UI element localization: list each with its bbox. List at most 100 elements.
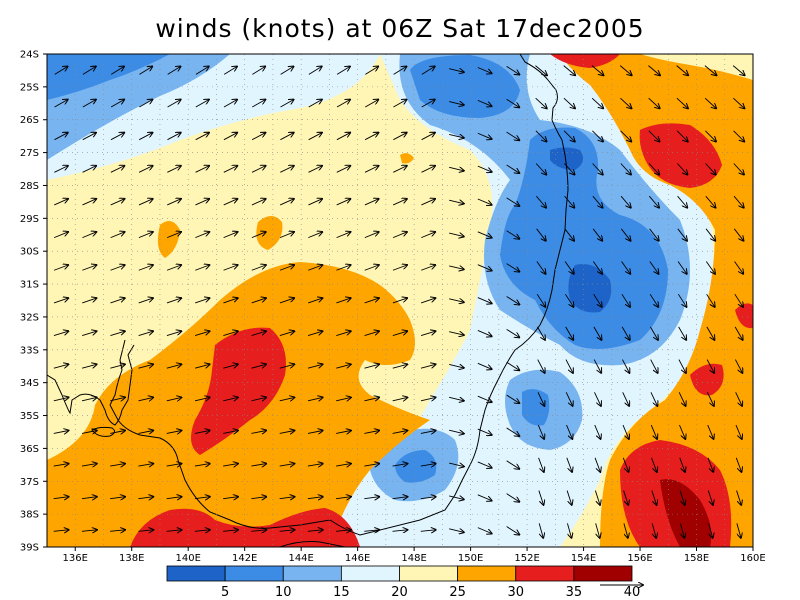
wind-vector [364,199,379,206]
wind-vector [53,497,69,499]
wind-vector [54,199,68,206]
wind-vector [364,133,378,141]
wind-vector [54,166,67,173]
wind-vector [677,195,688,207]
wind-vector [138,497,153,499]
colorbar: 5 10 15 20 25 30 35 40 [166,565,643,600]
wind-vector [706,293,715,307]
wind-vector [251,331,266,336]
lon-tick-label: 142E [232,553,257,564]
wind-vector [251,464,266,466]
wind-vector [308,232,322,239]
wind-vector [707,424,714,439]
wind-vector [392,364,407,369]
wind-vector [421,199,435,206]
wind-vector [708,523,713,537]
wind-vector [537,424,544,439]
wind-vector [449,167,464,170]
lat-tick-label: 29S [20,214,39,225]
wind-vector [651,523,656,537]
wind-vector [506,230,520,239]
wind-vector [167,100,181,108]
wind-vector [449,69,464,72]
lat-tick-label: 30S [20,247,39,258]
wind-vector [736,523,741,537]
wind-vector [110,464,125,466]
wind-vector [336,331,350,336]
wind-vector [734,326,743,340]
wind-vector [336,133,350,141]
wind-vector [194,431,210,434]
wind-vector [621,261,631,274]
wind-vector [449,233,464,236]
wind-vector [393,100,406,108]
wind-vector [707,457,713,472]
wind-vector [705,228,715,241]
wind-vector [251,265,266,271]
wind-vector [252,67,265,75]
wind-vector [308,265,322,271]
wind-vector [280,166,293,173]
wind-vector [565,326,574,340]
wind-vector [733,163,744,175]
wind-vector [280,100,294,108]
wind-vector [565,293,573,307]
wind-vector [307,497,323,499]
wind-vector [592,261,602,274]
lat-tick-label: 31S [20,280,39,291]
coastline-southeast [109,404,421,536]
wind-vector [82,331,96,336]
wind-vector [81,497,97,499]
wind-vector [506,427,520,436]
wind-vector [622,424,629,439]
wind-vector [651,490,657,505]
wind-vector [649,228,659,241]
wind-vector [734,293,743,307]
wind-vector [537,326,545,340]
wind-vector [735,424,742,439]
wind-vector [566,424,573,439]
coastline-east-australia [419,54,569,521]
wind-vector [308,100,322,108]
wind-vector [364,265,379,271]
wind-vector [506,164,520,173]
wind-vector [594,457,600,472]
wind-vector [648,163,659,175]
wind-vector [110,431,125,434]
wind-vector [393,166,406,173]
wind-vector [449,266,464,269]
wind-vector [591,97,603,108]
wind-vector [449,430,464,433]
wind-vector [251,497,266,499]
wind-vector [621,326,630,340]
wind-vector [736,490,742,505]
wind-vector [620,163,631,175]
wind-vector [420,364,435,369]
wind-vector [477,395,492,402]
lon-tick-label: 154E [571,553,596,564]
wind-vector [535,163,546,175]
lat-tick-label: 39S [20,543,39,554]
wind-vector [621,293,630,307]
wind-vector [650,424,657,439]
lon-tick-label: 144E [288,553,313,564]
wind-vector [166,364,181,369]
wind-vector [167,133,180,141]
wind-vector [252,100,265,108]
wind-vector [138,364,153,369]
wind-vector [336,67,350,75]
wind-vector [477,165,492,172]
colorbar-level-label: 25 [449,585,466,600]
wind-vector [223,464,238,466]
wind-vector [223,166,237,173]
wind-vector [223,364,237,369]
wind-vector [679,523,684,537]
wind-vector [279,464,295,466]
colorbar-swatch [399,565,459,582]
wind-vector [110,232,125,239]
wind-vector [138,530,153,531]
wind-vector [477,231,492,238]
wind-vector [477,461,492,468]
wind-vector [623,490,629,505]
wind-vector [53,364,68,369]
